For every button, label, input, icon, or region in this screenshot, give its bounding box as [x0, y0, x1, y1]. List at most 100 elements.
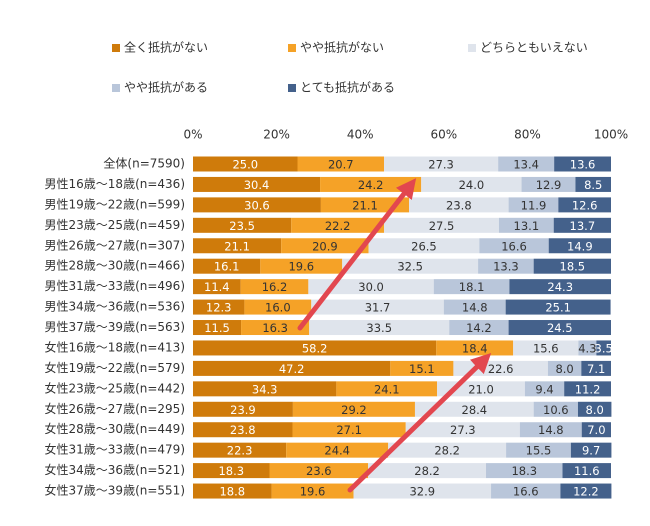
bar-segment: [342, 258, 479, 274]
value-label: 7.0: [587, 423, 605, 437]
value-label: 14.8: [462, 301, 488, 315]
value-label: 26.5: [411, 239, 437, 253]
legend-swatch: [288, 44, 296, 52]
value-label: 24.3: [547, 280, 573, 294]
value-label: 23.8: [230, 423, 256, 437]
category-label: 男性37歳～39歳(n=563): [45, 320, 185, 334]
bar-segment: [291, 217, 385, 233]
category-label: 男性16歳～18歳(n=436): [45, 177, 185, 191]
value-label: 3.5: [595, 341, 613, 355]
value-label: 15.6: [533, 341, 559, 355]
value-label: 21.1: [352, 198, 378, 212]
value-label: 25.0: [232, 158, 258, 172]
bar-segment: [193, 238, 282, 254]
value-label: 14.2: [466, 321, 492, 335]
bar-segment: [596, 340, 611, 356]
bar-segment: [570, 442, 612, 458]
value-label: 28.4: [462, 403, 488, 417]
bar-segment: [498, 156, 555, 172]
category-label: 女性26歳～27歳(n=295): [45, 401, 185, 416]
bar-segment: [368, 238, 480, 254]
bar-segment: [193, 258, 261, 274]
bar-segment: [193, 360, 391, 376]
value-label: 11.9: [521, 198, 547, 212]
value-label: 9.4: [535, 382, 553, 396]
value-label: 4.3: [578, 341, 596, 355]
value-label: 32.5: [397, 260, 423, 274]
category-label: 女性16歳～18歳(n=413): [45, 339, 185, 354]
x-tick-label: 100%: [594, 128, 628, 142]
bar-segment: [320, 176, 422, 192]
value-label: 16.3: [262, 321, 288, 335]
value-label: 18.3: [218, 464, 244, 478]
bar-segment: [292, 401, 415, 417]
bar-segment: [581, 360, 611, 376]
value-label: 47.2: [279, 362, 305, 376]
bar-segment: [436, 340, 514, 356]
value-label: 11.4: [204, 280, 230, 294]
category-label: 男性19歳～22歳(n=599): [45, 197, 185, 211]
value-label: 16.1: [214, 260, 240, 274]
bar-segment: [336, 381, 438, 397]
legend-label: 全く抵抗がない: [124, 40, 208, 55]
bar-segment: [479, 238, 549, 254]
bar-segment: [193, 176, 321, 192]
category-label: 男性23歳～25歳(n=459): [45, 218, 185, 232]
bar-segment: [193, 463, 270, 479]
legend-label: やや抵抗がない: [300, 40, 384, 55]
value-label: 32.9: [409, 485, 435, 499]
bar-segment: [193, 483, 272, 499]
value-label: 7.1: [587, 362, 605, 376]
value-label: 11.5: [204, 321, 230, 335]
bar-segment: [368, 463, 487, 479]
value-label: 20.7: [328, 158, 354, 172]
category-label: 男性31歳～33歳(n=496): [45, 279, 185, 293]
bar-segment: [506, 442, 571, 458]
bar-segment: [533, 258, 611, 274]
bar-segment: [320, 197, 410, 213]
value-label: 31.7: [365, 301, 391, 315]
value-label: 24.1: [374, 382, 400, 396]
bar-segment: [581, 422, 611, 438]
bar-segment: [554, 156, 611, 172]
bar-segment: [577, 401, 612, 417]
bar-segment: [533, 401, 578, 417]
value-label: 16.6: [513, 485, 539, 499]
value-label: 25.1: [545, 301, 571, 315]
value-label: 28.2: [414, 464, 440, 478]
bar-segment: [443, 299, 506, 315]
category-label: 女性37歳～39歳(n=551): [45, 483, 185, 498]
value-label: 16.0: [265, 301, 291, 315]
bar-segment: [308, 279, 434, 295]
legend-swatch: [112, 84, 120, 92]
trend-arrow: [347, 353, 492, 493]
category-label: 男性26歳～27歳(n=307): [45, 238, 185, 252]
bar-segment: [384, 217, 499, 233]
bar-segment: [193, 320, 242, 336]
value-label: 18.8: [219, 485, 245, 499]
value-label: 16.2: [262, 280, 288, 294]
bar-segment: [524, 381, 565, 397]
bar-segment: [193, 279, 241, 295]
value-label: 24.5: [547, 321, 573, 335]
value-label: 15.1: [409, 362, 435, 376]
value-label: 19.6: [288, 260, 314, 274]
legend-label: とても抵抗がある: [300, 80, 395, 95]
legend-swatch: [112, 44, 120, 52]
bar-segment: [193, 401, 293, 417]
category-label: 女性34歳～36歳(n=521): [45, 462, 185, 477]
bar-segment: [521, 176, 576, 192]
legend-swatch: [288, 84, 296, 92]
value-label: 24.4: [324, 444, 350, 458]
value-label: 8.5: [584, 178, 602, 192]
bar-segment: [578, 340, 597, 356]
bar-segment: [193, 156, 298, 172]
category-label: 男性28歳～30歳(n=466): [45, 259, 185, 273]
bar-segment: [409, 197, 509, 213]
value-label: 34.3: [252, 382, 278, 396]
value-label: 28.2: [434, 444, 460, 458]
value-label: 11.2: [575, 382, 601, 396]
bar-segment: [405, 422, 520, 438]
bar-segment: [241, 320, 310, 336]
